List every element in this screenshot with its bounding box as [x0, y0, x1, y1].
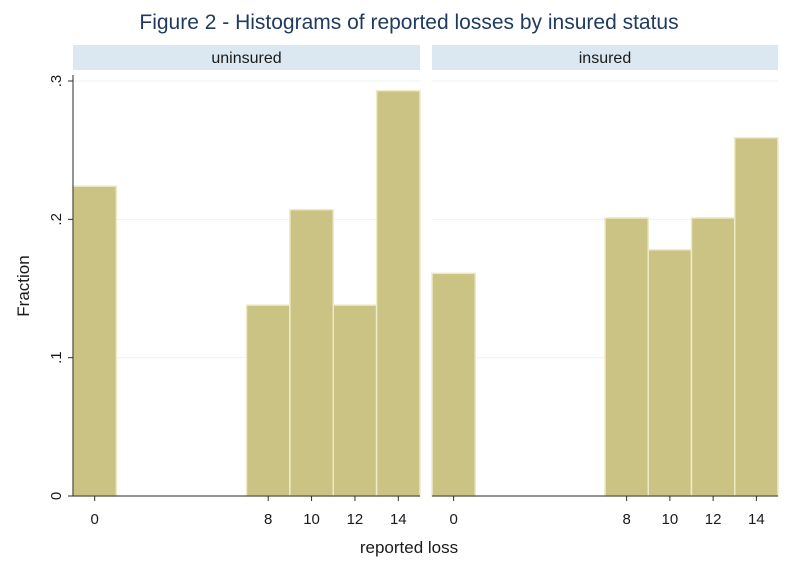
x-tick-label: 10: [303, 511, 320, 528]
bar: [431, 272, 476, 497]
panel-strip-label: uninsured: [211, 50, 281, 67]
bar: [375, 89, 421, 497]
y-tick-label: .2: [48, 213, 65, 226]
x-tick-label: 8: [622, 511, 630, 528]
x-tick-label: 12: [705, 511, 722, 528]
y-tick-label: .3: [48, 75, 65, 88]
bar: [289, 208, 334, 497]
panel-strip-label: insured: [579, 50, 631, 67]
bar: [647, 249, 693, 497]
y-tick-label: .1: [48, 351, 65, 364]
bar: [734, 136, 779, 497]
x-tick-label: 0: [91, 511, 99, 528]
panel-strip: [432, 45, 778, 70]
x-tick-label: 0: [449, 511, 457, 528]
bar: [245, 304, 291, 497]
x-tick-label: 14: [390, 511, 407, 528]
x-axis-title: reported loss: [360, 538, 458, 557]
x-tick-label: 8: [264, 511, 272, 528]
x-tick-label: 14: [748, 511, 765, 528]
bar: [332, 304, 378, 497]
y-tick-label: 0: [48, 492, 65, 500]
chart-title: Figure 2 - Histograms of reported losses…: [139, 11, 678, 34]
panel-strip: [73, 45, 420, 70]
bar: [72, 185, 118, 497]
bar: [690, 217, 736, 497]
panel-uninsured: uninsured 0 8 10 12 14: [72, 45, 421, 528]
y-axis: 0 .1 .2 .3: [48, 75, 74, 500]
y-axis-title: Fraction: [14, 255, 33, 316]
x-tick-label: 10: [662, 511, 679, 528]
panel-insured: insured 0 8 10 12 14: [431, 45, 779, 528]
bar: [604, 217, 649, 497]
panels: uninsured 0 8 10 12 14 insured 0 8 10 12 14: [72, 45, 779, 528]
x-tick-label: 12: [347, 511, 364, 528]
